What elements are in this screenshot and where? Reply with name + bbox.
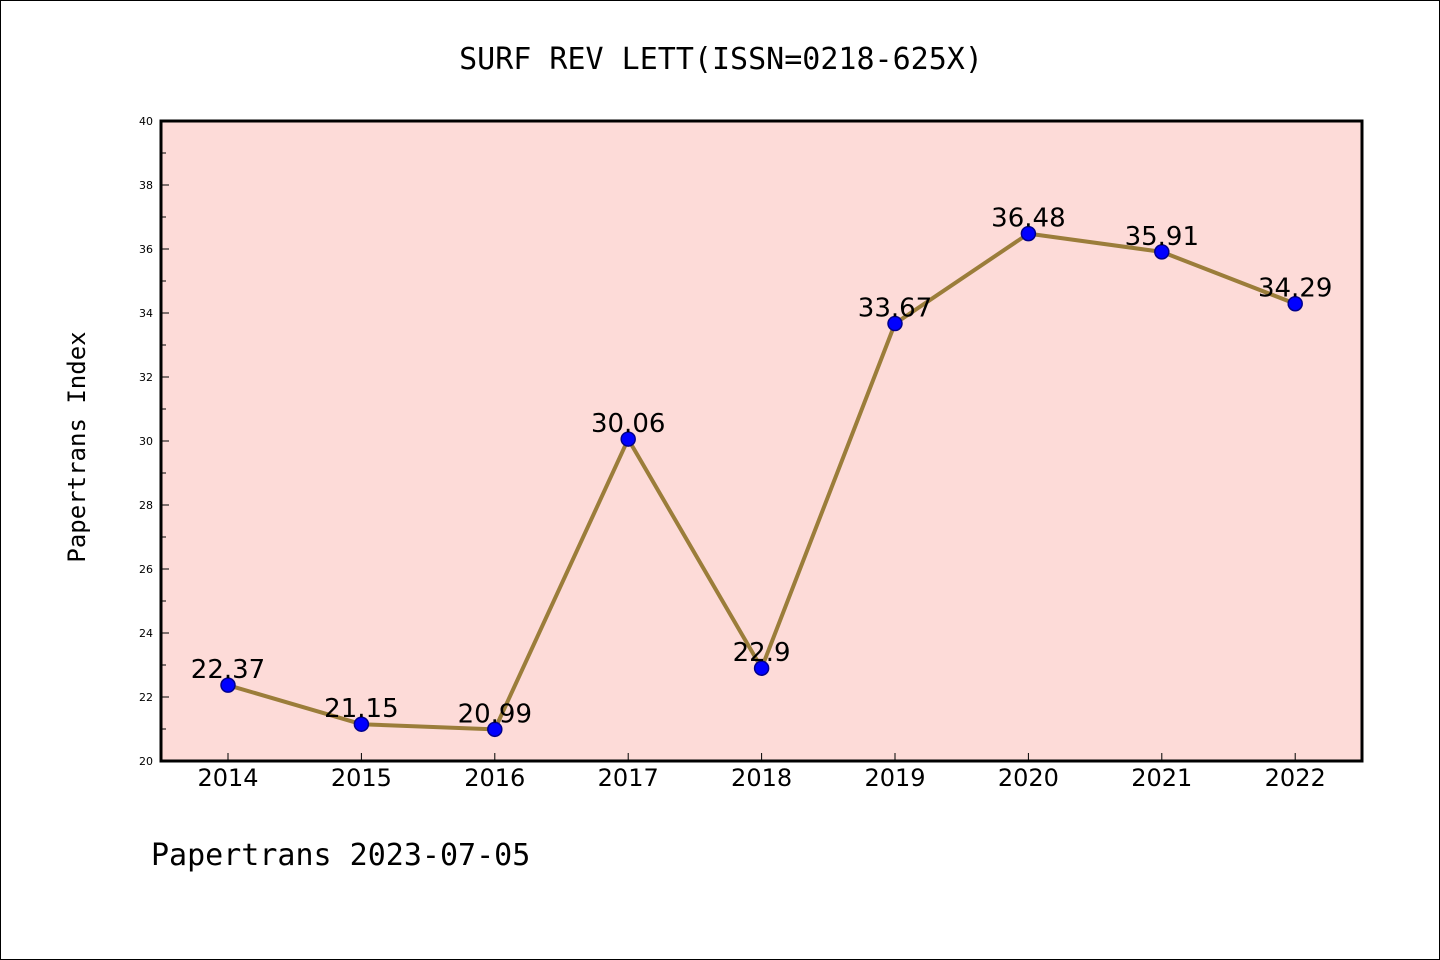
plot-area — [161, 121, 1362, 761]
x-tick-label: 2019 — [864, 764, 925, 792]
y-tick-label: 30 — [139, 435, 153, 448]
data-label: 21.15 — [324, 694, 398, 724]
data-point — [620, 431, 636, 447]
y-tick-label: 40 — [139, 115, 153, 128]
data-point — [1020, 225, 1037, 242]
chart-title: SURF REV LETT(ISSN=0218-625X) — [459, 42, 983, 77]
data-label: 30.06 — [591, 409, 665, 439]
x-axis-ticks: 2014 2015 2016 2017 2018 2019 2020 2021 2022 — [197, 753, 1326, 792]
data-point — [353, 716, 370, 732]
x-tick-label: 2016 — [464, 764, 525, 792]
data-point — [753, 660, 770, 676]
y-axis-ticks: 20 22 24 26 28 30 32 34 36 38 40 — [139, 115, 169, 768]
y-tick-label: 28 — [139, 499, 153, 512]
x-tick-label: 2021 — [1131, 764, 1192, 792]
plot-frame — [159, 119, 1364, 763]
y-tick-label: 20 — [139, 755, 153, 768]
data-label: 35.91 — [1125, 222, 1199, 252]
data-label: 20.99 — [458, 699, 532, 729]
data-label: 34.29 — [1258, 274, 1332, 304]
footer-text: Papertrans 2023-07-05 — [151, 838, 530, 873]
data-label: 33.67 — [858, 294, 932, 324]
data-point — [887, 315, 903, 332]
y-tick-label: 22 — [139, 691, 153, 704]
y-tick-label: 36 — [139, 243, 153, 256]
x-tick-label: 2022 — [1265, 764, 1326, 792]
data-point — [1287, 295, 1303, 312]
data-label: 36.48 — [991, 204, 1065, 234]
series-layer: 22.37 21.15 20.99 30.06 22.9 33.67 36.48 35.91 3… — [191, 204, 1332, 738]
y-tick-label: 26 — [139, 563, 153, 576]
data-label: 22.9 — [733, 638, 791, 668]
x-tick-label: 2014 — [197, 764, 258, 792]
data-point — [1154, 244, 1170, 260]
y-tick-label: 34 — [139, 307, 153, 320]
x-tick-label: 2018 — [731, 764, 792, 792]
y-tick-label: 38 — [139, 179, 153, 192]
x-tick-label: 2020 — [998, 764, 1059, 792]
data-label: 22.37 — [191, 655, 265, 685]
x-tick-label: 2015 — [331, 764, 392, 792]
y-axis-label: Papertrans Index — [63, 331, 91, 562]
data-point — [220, 677, 236, 693]
y-tick-label: 32 — [139, 371, 153, 384]
data-point — [487, 721, 503, 738]
x-tick-label: 2017 — [598, 764, 659, 792]
y-tick-label: 24 — [139, 627, 153, 640]
